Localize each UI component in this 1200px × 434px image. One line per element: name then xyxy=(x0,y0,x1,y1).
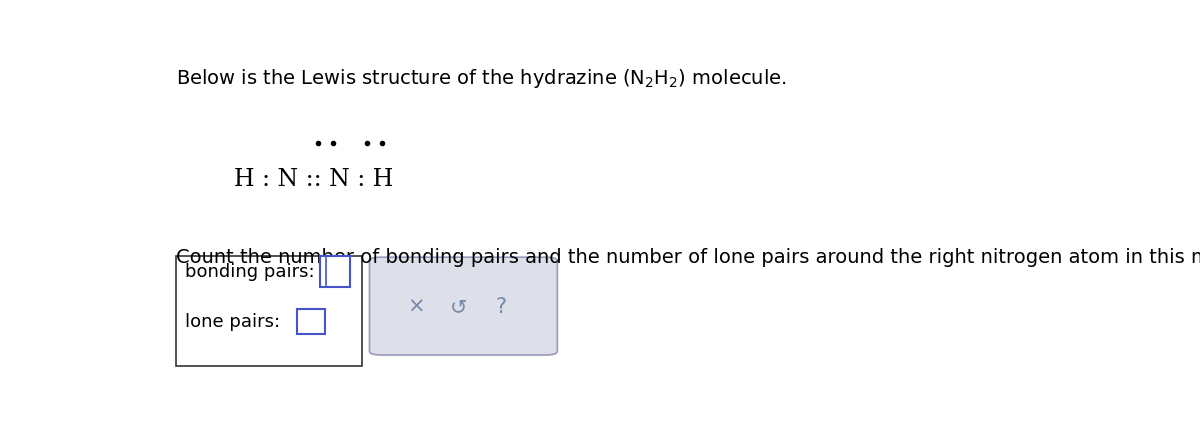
Text: Below is the Lewis structure of the hydrazine $\left(\mathregular{N_2H_2}\right): Below is the Lewis structure of the hydr… xyxy=(176,67,787,90)
Text: ×: × xyxy=(407,296,425,316)
Bar xyxy=(296,309,325,335)
Bar xyxy=(176,256,362,366)
Text: ↺: ↺ xyxy=(450,296,468,316)
Text: bonding pairs:: bonding pairs: xyxy=(185,262,314,280)
Text: Count the number of bonding pairs and the number of lone pairs around the right : Count the number of bonding pairs and th… xyxy=(176,247,1200,266)
Text: H : N :: N : H: H : N :: N : H xyxy=(234,168,392,191)
FancyBboxPatch shape xyxy=(370,258,557,355)
Bar xyxy=(320,256,350,288)
Text: lone pairs:: lone pairs: xyxy=(185,312,281,330)
Text: ?: ? xyxy=(496,296,508,316)
